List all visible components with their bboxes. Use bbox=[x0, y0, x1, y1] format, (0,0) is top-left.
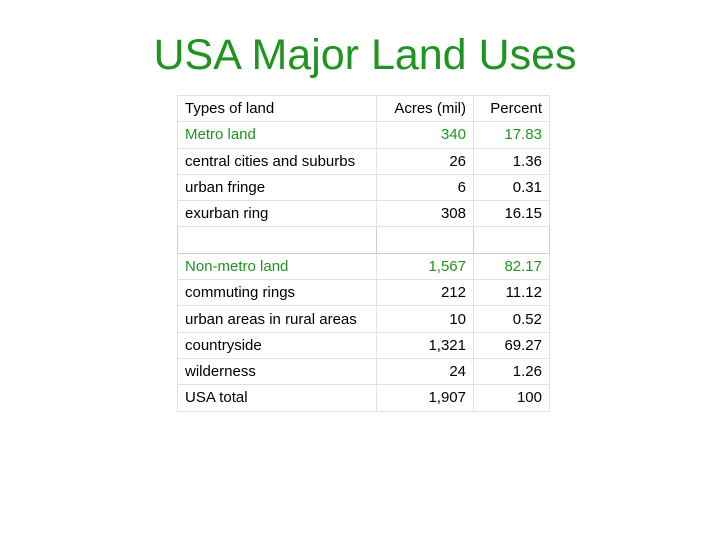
land-type-cell: central cities and suburbs bbox=[177, 147, 377, 175]
percent-cell bbox=[473, 226, 550, 254]
acres-cell bbox=[376, 226, 474, 254]
acres-cell: 308 bbox=[376, 200, 474, 228]
land-type-cell: commuting rings bbox=[177, 279, 377, 307]
acres-cell: 212 bbox=[376, 279, 474, 307]
percent-cell: 69.27 bbox=[473, 331, 550, 359]
acres-cell: 6 bbox=[376, 173, 474, 202]
percent-cell: 82.17 bbox=[473, 252, 550, 281]
land-type-cell: urban fringe bbox=[177, 173, 377, 202]
acres-cell: 1,321 bbox=[376, 331, 474, 359]
percent-cell: 1.26 bbox=[473, 357, 550, 386]
percent-cell: 1.36 bbox=[473, 147, 550, 175]
acres-cell: 26 bbox=[376, 147, 474, 175]
acres-cell: 24 bbox=[376, 357, 474, 386]
land-type-cell: exurban ring bbox=[177, 200, 377, 228]
table-header-row: Types of land Acres (mil) Percent bbox=[177, 94, 550, 123]
column-header-type: Types of land bbox=[177, 94, 377, 123]
percent-cell: 100 bbox=[473, 384, 550, 412]
percent-cell: 0.31 bbox=[473, 173, 550, 202]
column-header-acres: Acres (mil) bbox=[376, 94, 474, 123]
table-row: wilderness 24 1.26 bbox=[177, 357, 550, 386]
acres-cell: 1,567 bbox=[376, 252, 474, 281]
land-type-cell bbox=[177, 226, 377, 254]
table-body: Metro land 340 17.83 central cities and sub… bbox=[177, 121, 550, 412]
acres-cell: 10 bbox=[376, 305, 474, 333]
table-row: urban fringe 6 0.31 bbox=[177, 173, 550, 202]
land-type-cell: Non-metro land bbox=[177, 252, 377, 281]
table-row: Metro land 340 17.83 bbox=[177, 121, 550, 149]
table-row: USA total 1,907 100 bbox=[177, 384, 550, 412]
land-type-cell: Metro land bbox=[177, 121, 377, 149]
land-use-table: Types of land Acres (mil) Percent Metro … bbox=[177, 94, 550, 412]
land-type-cell: wilderness bbox=[177, 357, 377, 386]
acres-cell: 340 bbox=[376, 121, 474, 149]
column-header-percent: Percent bbox=[473, 94, 550, 123]
land-type-cell: USA total bbox=[177, 384, 377, 412]
land-type-cell: urban areas in rural areas bbox=[177, 305, 377, 333]
land-type-cell: countryside bbox=[177, 331, 377, 359]
table-row: central cities and suburbs 26 1.36 bbox=[177, 147, 550, 175]
table-row: countryside 1,321 69.27 bbox=[177, 331, 550, 359]
table-row: commuting rings 212 11.12 bbox=[177, 279, 550, 307]
table-row: Non-metro land 1,567 82.17 bbox=[177, 252, 550, 281]
table-row: urban areas in rural areas 10 0.52 bbox=[177, 305, 550, 333]
percent-cell: 17.83 bbox=[473, 121, 550, 149]
percent-cell: 0.52 bbox=[473, 305, 550, 333]
table-spacer-row bbox=[177, 226, 550, 254]
slide-title: USA Major Land Uses bbox=[153, 31, 577, 79]
percent-cell: 11.12 bbox=[473, 279, 550, 307]
percent-cell: 16.15 bbox=[473, 200, 550, 228]
table-row: exurban ring 308 16.15 bbox=[177, 200, 550, 228]
acres-cell: 1,907 bbox=[376, 384, 474, 412]
